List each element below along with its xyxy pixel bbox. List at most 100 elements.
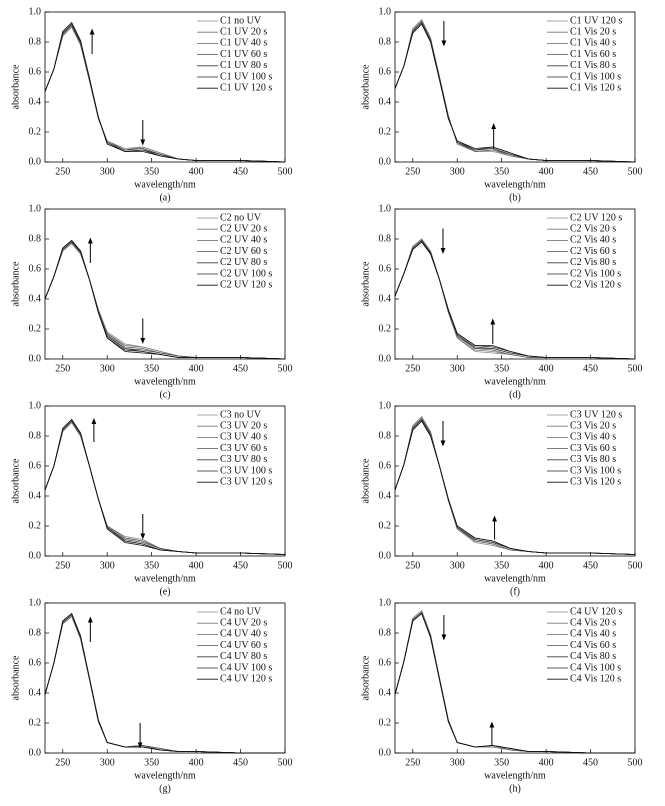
y-tick-label: 0.0 <box>29 353 42 364</box>
y-tick-label: 0.8 <box>29 627 42 638</box>
x-tick-label: 400 <box>539 363 554 374</box>
y-tick-label: 0.4 <box>29 490 42 501</box>
x-tick-label: 300 <box>100 166 115 177</box>
legend-label: C3 UV 120 s <box>570 409 622 420</box>
legend-label: C3 UV 120 s <box>220 476 272 487</box>
y-tick-label: 0.4 <box>29 96 42 107</box>
y-tick-label: 0.8 <box>29 233 42 244</box>
x-tick-label: 450 <box>583 166 598 177</box>
x-tick-label: 450 <box>583 560 598 571</box>
x-axis-label: wavelength/nm <box>484 770 546 781</box>
x-tick-label: 500 <box>278 560 293 571</box>
plot-frame <box>44 602 286 754</box>
y-tick-label: 0.2 <box>379 717 392 728</box>
legend-label: C2 UV 20 s <box>220 223 267 234</box>
y-tick-label: 0.0 <box>29 550 42 561</box>
y-axis-label: absorbance <box>10 458 21 504</box>
x-tick-label: 350 <box>144 560 159 571</box>
x-tick-label: 500 <box>628 757 643 768</box>
y-tick-label: 0.8 <box>29 36 42 47</box>
plot-frame <box>394 405 636 557</box>
legend-label: C2 UV 100 s <box>220 268 272 279</box>
panel: 0.0 0.2 0.4 0.6 0.8 1.0 250 300 350 400 450 500 wave… <box>360 400 642 597</box>
y-tick-label: 0.0 <box>29 747 42 758</box>
legend-label: C1 UV 40 s <box>220 38 267 49</box>
y-tick-label: 0.4 <box>29 293 42 304</box>
y-tick-label: 0.2 <box>29 323 42 334</box>
y-tick-label: 0.2 <box>29 520 42 531</box>
legend-label: C4 UV 20 s <box>220 617 267 628</box>
y-axis-label: absorbance <box>10 261 21 307</box>
legend-label: C2 Vis 80 s <box>570 257 616 268</box>
x-tick-label: 450 <box>583 757 598 768</box>
legend-label: C4 Vis 120 s <box>570 673 621 684</box>
legend-label: C1 UV 80 s <box>220 60 267 71</box>
x-tick-label: 300 <box>450 757 465 768</box>
x-tick-label: 350 <box>494 757 509 768</box>
x-tick-label: 500 <box>628 560 643 571</box>
x-tick-label: 450 <box>233 363 248 374</box>
plot-frame <box>44 405 286 557</box>
legend-label: C2 Vis 100 s <box>570 268 621 279</box>
y-axis-label: absorbance <box>10 64 21 110</box>
legend-label: C4 Vis 20 s <box>570 617 616 628</box>
x-tick-label: 450 <box>233 757 248 768</box>
legend-label: C2 Vis 40 s <box>570 235 616 246</box>
panel-label: (h) <box>509 783 521 794</box>
y-tick-label: 0.8 <box>379 233 392 244</box>
x-tick-label: 350 <box>494 560 509 571</box>
x-axis-label: wavelength/nm <box>134 770 196 781</box>
y-tick-label: 0.6 <box>379 66 392 77</box>
legend-label: C1 Vis 60 s <box>570 49 616 60</box>
legend-label: C1 Vis 100 s <box>570 71 621 82</box>
x-tick-label: 450 <box>233 166 248 177</box>
x-tick-label: 500 <box>278 166 293 177</box>
y-tick-label: 0.2 <box>29 126 42 137</box>
x-tick-label: 350 <box>144 363 159 374</box>
x-tick-label: 250 <box>405 363 420 374</box>
x-tick-label: 250 <box>55 363 70 374</box>
y-tick-label: 0.2 <box>29 717 42 728</box>
x-axis-label: wavelength/nm <box>134 376 196 387</box>
y-tick-label: 0.4 <box>379 490 392 501</box>
legend-label: C4 UV 120 s <box>220 673 272 684</box>
y-tick-label: 0.6 <box>379 263 392 274</box>
x-tick-label: 450 <box>583 363 598 374</box>
legend-label: C1 UV 100 s <box>220 71 272 82</box>
plot-frame <box>394 208 636 360</box>
x-tick-label: 400 <box>539 166 554 177</box>
spectrum-line <box>394 420 636 555</box>
y-axis-label: absorbance <box>360 261 371 307</box>
x-tick-label: 250 <box>55 166 70 177</box>
x-tick-label: 300 <box>450 560 465 571</box>
legend-label: C4 UV 100 s <box>220 662 272 673</box>
y-tick-label: 1.0 <box>379 400 392 411</box>
panel: 0.0 0.2 0.4 0.6 0.8 1.0 250 300 350 400 450 500 wave… <box>360 597 642 794</box>
panel: 0.0 0.2 0.4 0.6 0.8 1.0 250 300 350 400 450 500 wave… <box>10 400 292 597</box>
legend-label: C3 UV 100 s <box>220 465 272 476</box>
legend-label: C4 Vis 40 s <box>570 629 616 640</box>
legend-label: C1 UV 20 s <box>220 26 267 37</box>
y-tick-label: 0.8 <box>379 627 392 638</box>
legend-label: C1 Vis 80 s <box>570 60 616 71</box>
legend-label: C3 Vis 20 s <box>570 420 616 431</box>
x-tick-label: 500 <box>628 166 643 177</box>
y-tick-label: 0.8 <box>379 430 392 441</box>
y-tick-label: 1.0 <box>29 597 42 608</box>
y-tick-label: 0.6 <box>379 460 392 471</box>
legend-label: C2 UV 60 s <box>220 246 267 257</box>
y-tick-label: 0.8 <box>29 430 42 441</box>
legend-label: C2 Vis 60 s <box>570 246 616 257</box>
x-tick-label: 300 <box>450 166 465 177</box>
panel-label: (d) <box>509 389 521 400</box>
legend-label: C1 no UV <box>220 15 262 26</box>
spectrum-line <box>44 21 286 163</box>
legend-label: C1 UV 120 s <box>570 15 622 26</box>
x-tick-label: 350 <box>144 166 159 177</box>
legend-label: C1 Vis 40 s <box>570 38 616 49</box>
legend-label: C2 UV 80 s <box>220 257 267 268</box>
x-axis-label: wavelength/nm <box>484 179 546 190</box>
panel-label: (b) <box>509 192 521 203</box>
x-tick-label: 250 <box>55 757 70 768</box>
spectrum-line <box>394 612 635 754</box>
